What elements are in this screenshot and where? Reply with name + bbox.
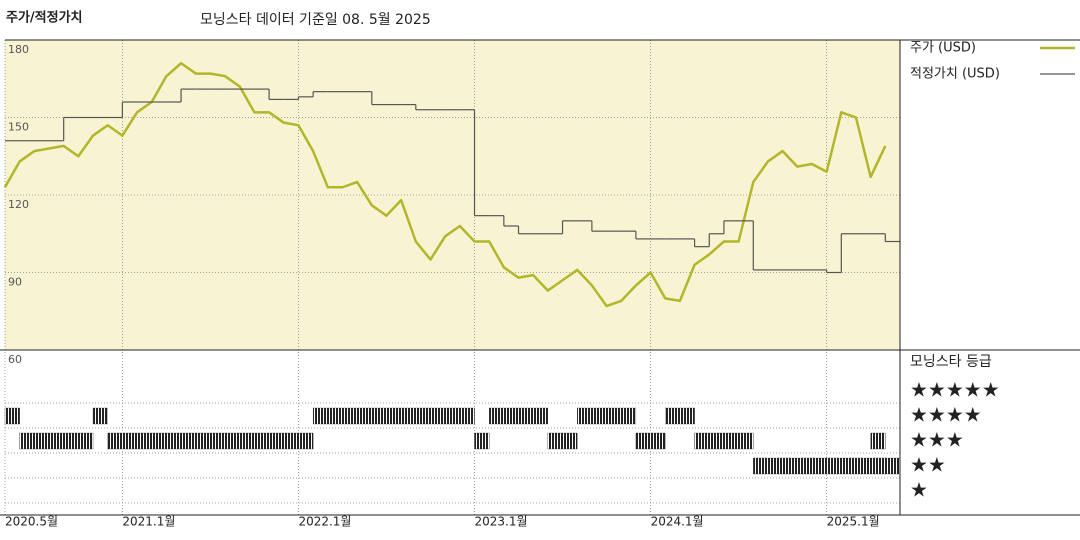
x-tick-label: 2020.5월 <box>5 515 58 529</box>
rating-bar <box>665 407 695 425</box>
y-tick-label: 90 <box>8 276 22 289</box>
y-tick-label: 60 <box>8 353 22 366</box>
rating-label: ★★★★★ <box>910 378 1000 402</box>
rating-bar <box>547 432 578 450</box>
y-tick-label: 150 <box>8 121 29 134</box>
rating-bar <box>870 432 886 450</box>
y-tick-label: 180 <box>8 43 29 56</box>
rating-bar <box>474 432 490 450</box>
x-tick-label: 2023.1월 <box>475 515 528 529</box>
rating-label: ★★ <box>910 453 946 477</box>
rating-bar <box>753 457 901 475</box>
rating-bar <box>19 432 94 450</box>
x-tick-label: 2022.1월 <box>298 515 351 529</box>
rating-label: ★★★ <box>910 428 964 452</box>
chart-title: 주가/적정가치 <box>6 10 83 26</box>
rating-bar <box>694 432 754 450</box>
rating-bar <box>92 407 108 425</box>
rating-bar <box>312 407 475 425</box>
rating-bar <box>577 407 637 425</box>
rating-title: 모닝스타 등급 <box>910 354 992 370</box>
rating-bar <box>107 432 314 450</box>
x-tick-label: 2021.1월 <box>122 515 175 529</box>
x-tick-label: 2024.1월 <box>651 515 704 529</box>
legend-label: 적정가치 (USD) <box>910 67 1000 82</box>
rating-bar <box>635 432 666 450</box>
rating-label: ★ <box>910 478 928 502</box>
rating-label: ★★★★ <box>910 403 982 427</box>
chart-subtitle: 모닝스타 데이터 기준일 08. 5월 2025 <box>200 12 431 28</box>
rating-bar <box>4 407 20 425</box>
x-tick-label: 2025.1월 <box>827 515 880 529</box>
legend-label: 주가 (USD) <box>910 41 976 56</box>
rating-bar <box>489 407 549 425</box>
y-tick-label: 120 <box>8 198 29 211</box>
